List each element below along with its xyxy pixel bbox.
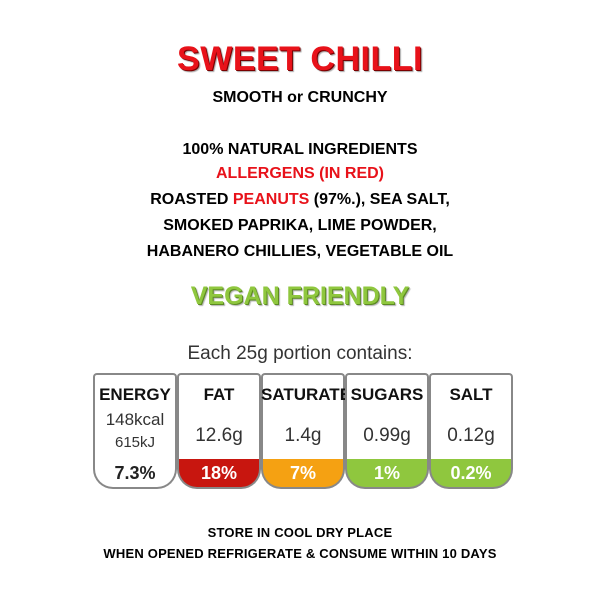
nutrient-value: 0.12g	[447, 425, 495, 446]
allergens-note: ALLERGENS (IN RED)	[216, 165, 384, 182]
energy-kj: 615kJ	[114, 434, 156, 451]
nutrient-value: 12.6g	[195, 425, 243, 446]
nutrient-value: 0.99g	[363, 425, 411, 446]
reference-intake-pct: 7.3%	[93, 459, 177, 489]
allergen-peanuts: PEANUTS	[232, 191, 310, 208]
portion-label: Each 25g portion contains:	[187, 343, 413, 364]
nutrition-box	[93, 373, 177, 461]
ingredients-line-2: SMOKED PAPRIKA, LIME POWDER,	[163, 217, 437, 234]
nutrient-label: SALT	[449, 385, 493, 404]
reference-intake-pct: 0.2%	[429, 459, 513, 489]
nutrition-sugars: SUGARS 0.99g 1%	[345, 373, 429, 491]
ingredients-line-3: HABANERO CHILLIES, VEGETABLE OIL	[146, 243, 454, 260]
reference-intake-pct: 18%	[177, 459, 261, 489]
ingredients-heading: 100% NATURAL INGREDIENTS	[182, 141, 418, 158]
ingredient-text: ROASTED	[150, 191, 233, 208]
energy-kcal: 148kcal	[105, 410, 165, 429]
product-subtitle: SMOOTH or CRUNCHY	[212, 89, 388, 106]
nutrient-label: FAT	[203, 385, 235, 404]
nutrition-box	[261, 373, 345, 461]
opened-instructions: WHEN OPENED REFRIGERATE & CONSUME WITHIN…	[103, 546, 497, 561]
nutrient-label: SATURATES	[261, 385, 345, 404]
nutrient-value: 1.4g	[284, 425, 322, 446]
ingredients-line-1: ROASTED PEANUTS (97%.), SEA SALT,	[0, 187, 600, 213]
nutrition-box	[345, 373, 429, 461]
ingredient-text: (97%.), SEA SALT,	[309, 191, 450, 208]
nutrition-box	[177, 373, 261, 461]
storage-instructions: STORE IN COOL DRY PLACE	[207, 525, 393, 540]
nutrient-label: ENERGY	[99, 385, 171, 404]
vegan-friendly-label: VEGAN FRIENDLY	[190, 282, 410, 310]
product-title: SWEET CHILLI	[177, 40, 423, 78]
nutrition-salt: SALT 0.12g 0.2%	[429, 373, 513, 491]
reference-intake-pct: 1%	[345, 459, 429, 489]
nutrient-label: SUGARS	[350, 385, 424, 404]
nutrition-fat: FAT 12.6g 18%	[177, 373, 261, 491]
nutrition-energy: ENERGY 148kcal 615kJ 7.3%	[93, 373, 177, 491]
reference-intake-pct: 7%	[261, 459, 345, 489]
nutrition-saturates: SATURATES 1.4g 7%	[261, 373, 345, 491]
nutrition-box	[429, 373, 513, 461]
